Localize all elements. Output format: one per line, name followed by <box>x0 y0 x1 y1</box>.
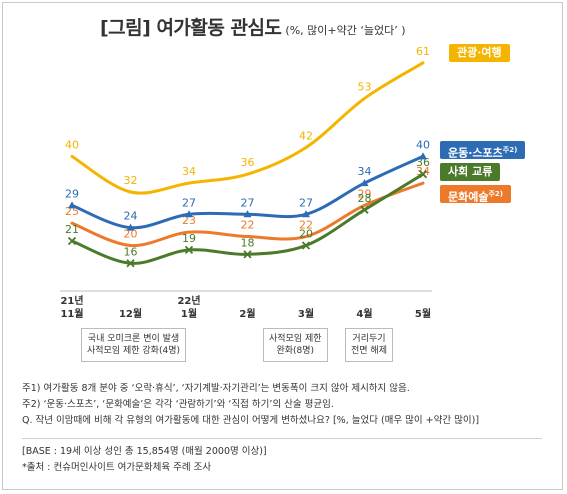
legend-sports-label: 운동·스포츠 <box>448 146 503 160</box>
data-label: 40 <box>65 138 79 151</box>
x-tick-label: 3월 <box>298 308 314 320</box>
data-label: 36 <box>241 156 255 169</box>
data-point-marker <box>243 210 252 218</box>
data-point-marker <box>126 223 135 231</box>
data-point-marker <box>418 170 428 179</box>
legend-social-label: 사회 교류 <box>448 165 493 178</box>
event-lift: 거리두기 전면 해제 <box>345 328 393 362</box>
data-label: 27 <box>299 196 313 209</box>
data-label: 34 <box>358 165 372 178</box>
data-point-marker <box>419 152 427 160</box>
data-point-marker <box>68 201 76 209</box>
data-label: 24 <box>124 210 138 223</box>
event-omicron-line-1: 국내 오미크론 변이 발생 <box>87 334 180 344</box>
footnote-2: 주2) ‘운동·스포츠’, ‘문화예술’은 각각 ‘관람하기’와 ‘직접 하기’… <box>22 399 334 410</box>
legend-sports: 운동·스포츠주2) <box>440 141 526 160</box>
event-relax-line-1: 사적모임 제한 <box>269 334 322 344</box>
data-label: 21 <box>65 223 79 236</box>
base-info: [BASE : 19세 이상 성인 총 15,854명 (매월 2000명 이상… <box>22 444 267 476</box>
x-tick-label: 5월 <box>415 308 431 320</box>
data-label: 28 <box>358 192 372 205</box>
legend-tourism-label: 관광·여행 <box>457 46 502 59</box>
divider <box>22 438 542 439</box>
event-lift-line-1: 거리두기 <box>352 334 386 344</box>
data-label: 27 <box>182 196 196 209</box>
data-point-marker <box>243 250 252 259</box>
data-label: 23 <box>182 214 196 227</box>
legend-culture-note: 주2) <box>488 190 503 198</box>
data-point-marker <box>126 259 135 268</box>
footnote-1: 주1) 여가활동 8개 분야 중 ‘오락·휴식’, ‘자기계발·자기관리’는 변… <box>22 383 410 394</box>
base-source: *출처 : 컨슈머인사이트 여가문화체육 주례 조사 <box>22 462 212 473</box>
series-line <box>70 181 425 247</box>
figure-frame <box>2 2 563 490</box>
data-point-marker <box>360 179 369 187</box>
event-relax-line-2: 완화(8명) <box>276 346 315 356</box>
chart-title-unit: (%, 많이+약간 ‘늘었다’ ) <box>285 24 406 37</box>
footnotes: 주1) 여가활동 8개 분야 중 ‘오락·휴식’, ‘자기계발·자기관리’는 변… <box>22 381 479 429</box>
data-label: 19 <box>182 232 196 245</box>
series-line <box>70 61 425 195</box>
survey-question: Q. 작년 이맘때에 비해 각 유형의 여가활동에 대한 관심이 어떻게 변하셨… <box>22 415 480 426</box>
x-tick-label: 22년 1월 <box>177 294 200 320</box>
x-tick-label: 12월 <box>119 308 142 320</box>
event-omicron-line-2: 사적모임 제한 강화(4명) <box>87 346 180 356</box>
data-point-marker <box>184 245 194 255</box>
data-label: 29 <box>65 187 79 200</box>
data-label: 40 <box>416 138 430 151</box>
data-label: 22 <box>299 219 313 232</box>
chart-title: [그림] 여가활동 관심도 (%, 많이+약간 ‘늘었다’ ) <box>100 13 406 40</box>
data-point-marker <box>302 210 310 218</box>
data-point-marker <box>301 241 311 250</box>
chart-title-main: [그림] 여가활동 관심도 <box>100 17 282 39</box>
data-label: 29 <box>358 187 372 200</box>
data-label: 32 <box>124 174 138 187</box>
legend-culture: 문화예술주2) <box>440 185 511 204</box>
data-label: 20 <box>124 227 138 240</box>
data-label: 18 <box>241 236 255 249</box>
base-sample: [BASE : 19세 이상 성인 총 15,854명 (매월 2000명 이상… <box>22 446 267 457</box>
x-tick-label: 21년 11월 <box>60 294 83 320</box>
x-tick-label: 2월 <box>239 308 255 320</box>
data-label: 42 <box>299 129 313 142</box>
data-point-marker <box>360 205 369 214</box>
legend-tourism: 관광·여행 <box>449 44 510 62</box>
data-label: 61 <box>416 45 430 58</box>
event-omicron: 국내 오미크론 변이 발생 사적모임 제한 강화(4명) <box>81 328 186 362</box>
data-label: 53 <box>358 80 372 93</box>
data-point-marker <box>185 210 193 218</box>
data-label: 27 <box>241 196 255 209</box>
data-label: 22 <box>241 219 255 232</box>
data-label: 16 <box>124 245 138 258</box>
legend-social: 사회 교류 <box>440 163 501 181</box>
data-label: 20 <box>299 227 313 240</box>
event-lift-line-2: 전면 해제 <box>351 346 387 356</box>
legend-sports-note: 주2) <box>502 146 518 154</box>
data-label: 34 <box>182 165 196 178</box>
x-tick-label: 4월 <box>356 308 372 320</box>
event-relax: 사적모임 제한 완화(8명) <box>263 328 328 362</box>
legend-culture-label: 문화예술 <box>448 190 489 204</box>
data-point-marker <box>67 236 77 246</box>
